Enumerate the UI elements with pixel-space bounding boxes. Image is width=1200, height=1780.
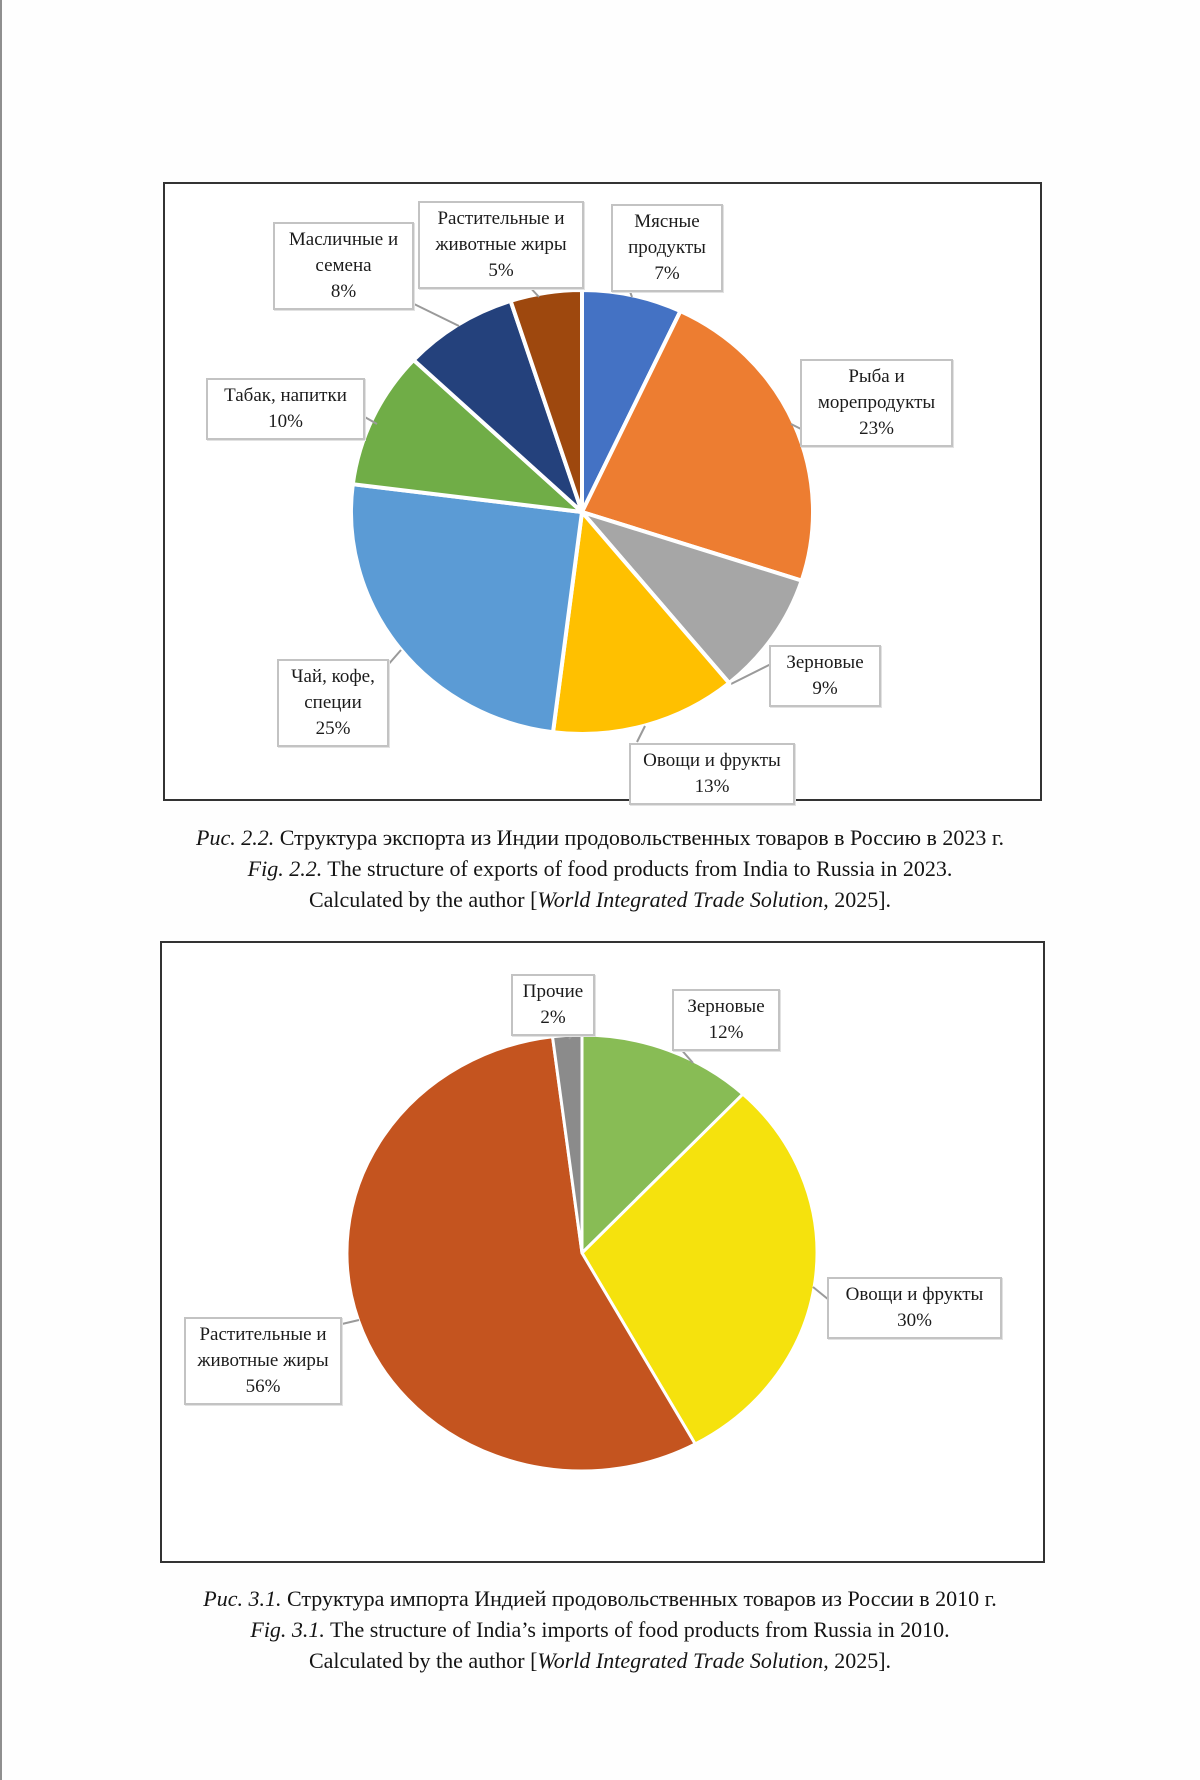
callout-oilseeds-and-seeds: Масличные и семена 8% (273, 222, 414, 310)
caption-line: Рис. 3.1. Структура импорта Индией продо… (0, 1583, 1200, 1614)
caption-segment: The structure of India’s imports of food… (324, 1617, 950, 1642)
callout-line: Рыба и (848, 366, 905, 387)
callout-percent: 8% (330, 281, 357, 302)
caption-segment: The structure of exports of food product… (322, 856, 953, 881)
callout-cereals: Зерновые 12% (672, 989, 780, 1051)
pie-slice-vegetables-and-fruits (580, 1092, 819, 1446)
caption-segment-italic: Fig. 2.2. (247, 856, 323, 881)
figure-3-1-frame: Зерновые 12% Овощи и фрукты 30% Растительные… (160, 941, 1045, 1563)
pie-slice-vegetables-and-fruits (551, 510, 732, 736)
callout-vegetables-and-fruits: Овощи и фрукты 30% (827, 1277, 1002, 1339)
callout-percent: 23% (859, 418, 894, 439)
callout-line: Мясные (634, 211, 700, 232)
callout-percent: 10% (268, 411, 303, 432)
figure-2-2-frame: Мясные продукты 7% Рыба и морепродукты 23% Зер… (163, 182, 1042, 805)
caption-segment: Структура экспорта из Индии продовольств… (274, 825, 1004, 850)
caption-segment: , 2025]. (823, 887, 892, 912)
pie-slice-tobacco-beverages (350, 358, 584, 514)
callout-line: животные жиры (197, 1350, 329, 1371)
callout-line: продукты (628, 237, 706, 258)
callout-tea-coffee-spices: Чай, кофе, специи 25% (277, 659, 389, 747)
callout-percent: 12% (708, 1022, 744, 1043)
caption-segment: Calculated by the author [ (308, 887, 538, 912)
callout-percent: 56% (245, 1376, 281, 1397)
caption-segment-italic: World Integrated Trade Solution (537, 1648, 824, 1673)
callout-percent: 25% (315, 718, 351, 739)
figure-3-1-caption: Рис. 3.1. Структура импорта Индией продо… (0, 1583, 1200, 1676)
caption-segment-italic: Рис. 3.1. (203, 1586, 282, 1611)
callout-line: Овощи и фрукты (845, 1284, 984, 1305)
caption-line: Fig. 3.1. The structure of India’s impor… (0, 1614, 1200, 1645)
pie-slice-fish-and-seafood (580, 309, 816, 583)
callout-line: животные жиры (435, 234, 567, 255)
callout-leader-vegetables-and-fruits (636, 725, 646, 743)
callout-line: специи (304, 692, 362, 713)
callout-percent: 13% (694, 776, 730, 797)
callout-percent: 30% (897, 1310, 932, 1331)
callout-vegetables-and-fruits: Овощи и фрукты 13% (629, 743, 795, 805)
callout-cereals: Зерновые 9% (769, 645, 881, 707)
callout-percent: 7% (654, 263, 680, 284)
callout-line: семена (315, 255, 372, 276)
caption-line: Calculated by the author [World Integrat… (0, 1645, 1200, 1676)
caption-segment-italic: World Integrated Trade Solution (537, 887, 824, 912)
callout-line: Табак, напитки (224, 385, 347, 406)
callout-percent: 5% (488, 260, 514, 281)
callout-leader-oilseeds-and-seeds (411, 302, 460, 327)
callout-meat-products: Мясные продукты 7% (611, 204, 723, 292)
callout-leader-tobacco-beverages (362, 415, 378, 425)
pie-slice-cereals (580, 510, 804, 686)
callout-fish-and-seafood: Рыба и морепродукты 23% (800, 359, 953, 447)
pie-chart-india-exports-2023-icon (349, 282, 816, 743)
callout-line: Растительные и (199, 1324, 327, 1345)
callout-vegetable-and-animal-fats: Растительные и животные жиры 5% (418, 201, 584, 289)
callout-line: морепродукты (817, 392, 936, 413)
callout-leader-tea-coffee-spices (386, 649, 402, 667)
caption-segment: Calculated by the author [ (308, 1648, 538, 1673)
caption-segment: Структура импорта Индией продовольственн… (281, 1586, 997, 1611)
pie-slice-tea-coffee-spices (349, 482, 584, 735)
pie-slice-vegetable-and-animal-fats (508, 288, 584, 514)
figure-2-2-caption: Рис. 2.2. Структура экспорта из Индии пр… (0, 822, 1200, 915)
callout-line: Зерновые (687, 996, 765, 1017)
caption-segment-italic: Рис. 2.2. (196, 825, 275, 850)
callout-line: Зерновые (786, 652, 864, 673)
callout-line: Растительные и (437, 208, 565, 229)
callout-leader-vegetable-and-animal-fats (341, 1319, 360, 1325)
callout-line: Овощи и фрукты (643, 750, 781, 771)
callout-leader-vegetables-and-fruits (812, 1286, 830, 1301)
scan-edge-artifact (0, 0, 2, 1780)
callout-vegetable-and-animal-fats: Растительные и животные жиры 56% (184, 1317, 342, 1405)
pie-chart-india-imports-2010-icon (341, 1030, 830, 1473)
caption-line: Рис. 2.2. Структура экспорта из Индии пр… (0, 822, 1200, 853)
caption-segment-italic: Fig. 3.1. (250, 1617, 325, 1642)
caption-line: Fig. 2.2. The structure of exports of fo… (0, 853, 1200, 884)
callout-line: Масличные и (288, 229, 399, 250)
callout-other: Прочие 2% (511, 974, 595, 1036)
caption-segment: , 2025]. (823, 1648, 892, 1673)
callout-line: Чай, кофе, (291, 666, 375, 687)
caption-line: Calculated by the author [World Integrat… (0, 884, 1200, 915)
callout-percent: 9% (812, 678, 838, 699)
callout-tobacco-beverages: Табак, напитки 10% (206, 378, 365, 440)
callout-line: Прочие (522, 981, 584, 1002)
callout-percent: 2% (540, 1007, 566, 1028)
